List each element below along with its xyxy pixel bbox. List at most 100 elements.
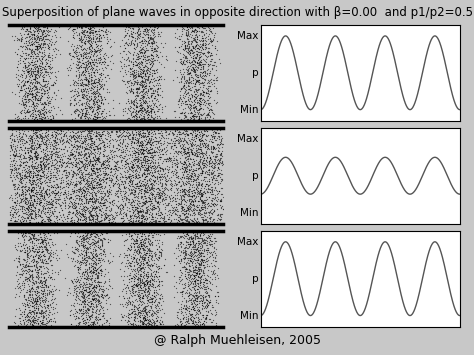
- Point: [97, 111, 104, 116]
- Point: [183, 163, 191, 168]
- Point: [69, 210, 76, 215]
- Point: [197, 73, 204, 78]
- Point: [42, 141, 49, 147]
- Point: [28, 154, 36, 160]
- Point: [209, 81, 216, 87]
- Point: [81, 307, 89, 313]
- Point: [115, 126, 123, 131]
- Point: [153, 290, 161, 295]
- Point: [29, 313, 36, 319]
- Point: [27, 72, 35, 77]
- Point: [45, 57, 52, 63]
- Point: [18, 283, 26, 288]
- Point: [37, 271, 45, 277]
- Point: [61, 159, 68, 165]
- Point: [154, 91, 161, 97]
- Point: [18, 108, 25, 113]
- Point: [25, 69, 32, 75]
- Point: [108, 259, 116, 264]
- Point: [147, 168, 155, 173]
- Point: [103, 153, 110, 159]
- Point: [46, 307, 53, 312]
- Point: [134, 305, 142, 311]
- Point: [97, 196, 105, 202]
- Point: [182, 187, 190, 193]
- Point: [126, 77, 134, 83]
- Point: [163, 182, 170, 187]
- Point: [139, 157, 146, 163]
- Point: [84, 275, 92, 280]
- Point: [204, 88, 212, 94]
- Point: [19, 160, 27, 166]
- Point: [47, 170, 55, 176]
- Point: [128, 286, 136, 292]
- Point: [83, 179, 91, 184]
- Point: [182, 164, 190, 170]
- Point: [72, 97, 79, 103]
- Point: [211, 307, 219, 313]
- Point: [149, 55, 156, 60]
- Point: [25, 246, 32, 251]
- Point: [136, 108, 144, 113]
- Point: [135, 247, 142, 252]
- Point: [26, 91, 33, 97]
- Point: [162, 115, 170, 120]
- Point: [32, 146, 40, 151]
- Point: [140, 292, 147, 297]
- Point: [34, 65, 42, 71]
- Point: [137, 219, 145, 225]
- Point: [165, 154, 173, 160]
- Point: [83, 271, 91, 277]
- Point: [177, 71, 185, 76]
- Point: [199, 158, 207, 163]
- Point: [35, 97, 42, 103]
- Point: [191, 198, 199, 204]
- Point: [157, 171, 165, 177]
- Point: [23, 268, 30, 274]
- Point: [75, 60, 82, 65]
- Point: [53, 214, 61, 220]
- Point: [143, 98, 150, 103]
- Point: [127, 166, 134, 171]
- Point: [74, 277, 82, 282]
- Point: [91, 277, 99, 283]
- Point: [40, 136, 48, 142]
- Point: [46, 258, 54, 264]
- Point: [184, 219, 191, 225]
- Point: [202, 30, 210, 36]
- Point: [33, 65, 40, 70]
- Point: [12, 147, 19, 153]
- Point: [205, 87, 212, 93]
- Point: [31, 36, 38, 42]
- Point: [40, 218, 47, 224]
- Point: [135, 282, 143, 287]
- Point: [218, 191, 225, 196]
- Point: [143, 77, 150, 83]
- Point: [181, 160, 188, 165]
- Point: [22, 171, 29, 177]
- Point: [185, 180, 193, 186]
- Point: [172, 114, 179, 120]
- Point: [155, 102, 163, 108]
- Point: [142, 243, 150, 249]
- Point: [98, 23, 105, 28]
- Point: [128, 310, 136, 315]
- Point: [103, 40, 111, 46]
- Point: [96, 60, 103, 65]
- Point: [193, 94, 201, 99]
- Point: [212, 100, 219, 106]
- Point: [40, 53, 48, 59]
- Point: [137, 241, 145, 247]
- Point: [39, 170, 46, 176]
- Point: [194, 174, 202, 180]
- Point: [93, 80, 101, 85]
- Point: [72, 163, 79, 169]
- Point: [27, 134, 35, 140]
- Point: [204, 261, 211, 267]
- Point: [15, 284, 23, 290]
- Point: [200, 157, 207, 163]
- Point: [179, 129, 186, 135]
- Point: [150, 165, 157, 170]
- Point: [153, 45, 161, 51]
- Point: [92, 267, 100, 273]
